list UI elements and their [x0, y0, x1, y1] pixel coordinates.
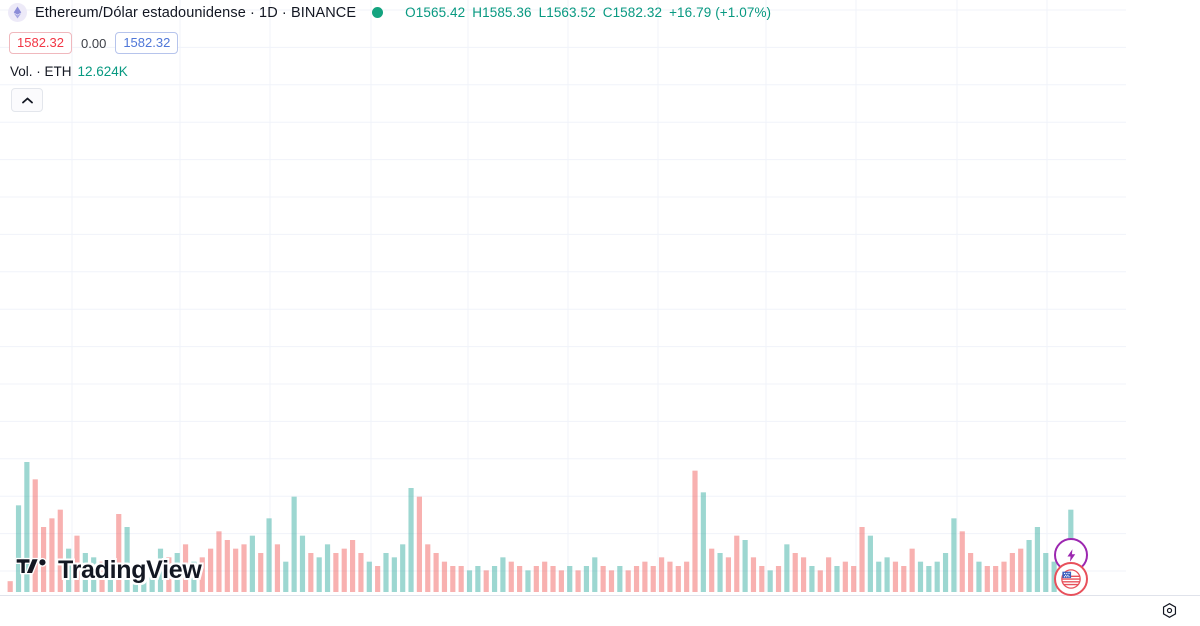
- market-status-dot: [372, 7, 384, 18]
- collapse-legend-button[interactable]: [11, 88, 43, 112]
- sell-price-button[interactable]: 1582.32: [9, 32, 72, 54]
- spread-value: 0.00: [81, 35, 107, 51]
- candlestick-svg: [0, 0, 1126, 592]
- usd-coin-badge[interactable]: [1054, 562, 1088, 596]
- volume-study-legend[interactable]: Vol. · ETH 12.624K: [10, 64, 128, 79]
- ohlc-open-value: 1565.42: [415, 5, 466, 20]
- volume-legend-label: Vol. · ETH: [10, 64, 72, 79]
- chevron-up-icon: [21, 97, 33, 103]
- chart-plot-area[interactable]: [0, 0, 1126, 596]
- ohlc-low-label: L: [538, 5, 547, 20]
- ohlc-open-label: O: [405, 5, 416, 20]
- volume-legend-value: 12.624K: [77, 64, 128, 79]
- go-to-realtime-icon[interactable]: [1161, 602, 1178, 619]
- ohlc-close-value: 1582.32: [612, 5, 663, 20]
- ohlc-values: O1565.42 H1585.36 L1563.52 C1582.32 +16.…: [405, 5, 771, 20]
- price-scale[interactable]: [1126, 0, 1200, 596]
- ohlc-close-label: C: [602, 5, 613, 20]
- ethereum-icon: [8, 3, 27, 22]
- ohlc-low-value: 1563.52: [546, 5, 596, 20]
- time-scale[interactable]: [0, 595, 1200, 626]
- ohlc-change: +16.79 (+1.07%): [669, 5, 772, 20]
- buy-sell-price-row: 1582.32 0.00 1582.32: [9, 32, 179, 54]
- chart-legend-header: Ethereum/Dólar estadounidense · 1D · BIN…: [8, 3, 771, 22]
- ohlc-high-value: 1585.36: [482, 5, 532, 20]
- symbol-title[interactable]: Ethereum/Dólar estadounidense · 1D · BIN…: [35, 4, 357, 21]
- buy-price-button[interactable]: 1582.32: [115, 32, 179, 54]
- ohlc-high-label: H: [472, 5, 483, 20]
- lightning-icon: [1066, 548, 1075, 562]
- usd-flag-icon: [1061, 569, 1081, 589]
